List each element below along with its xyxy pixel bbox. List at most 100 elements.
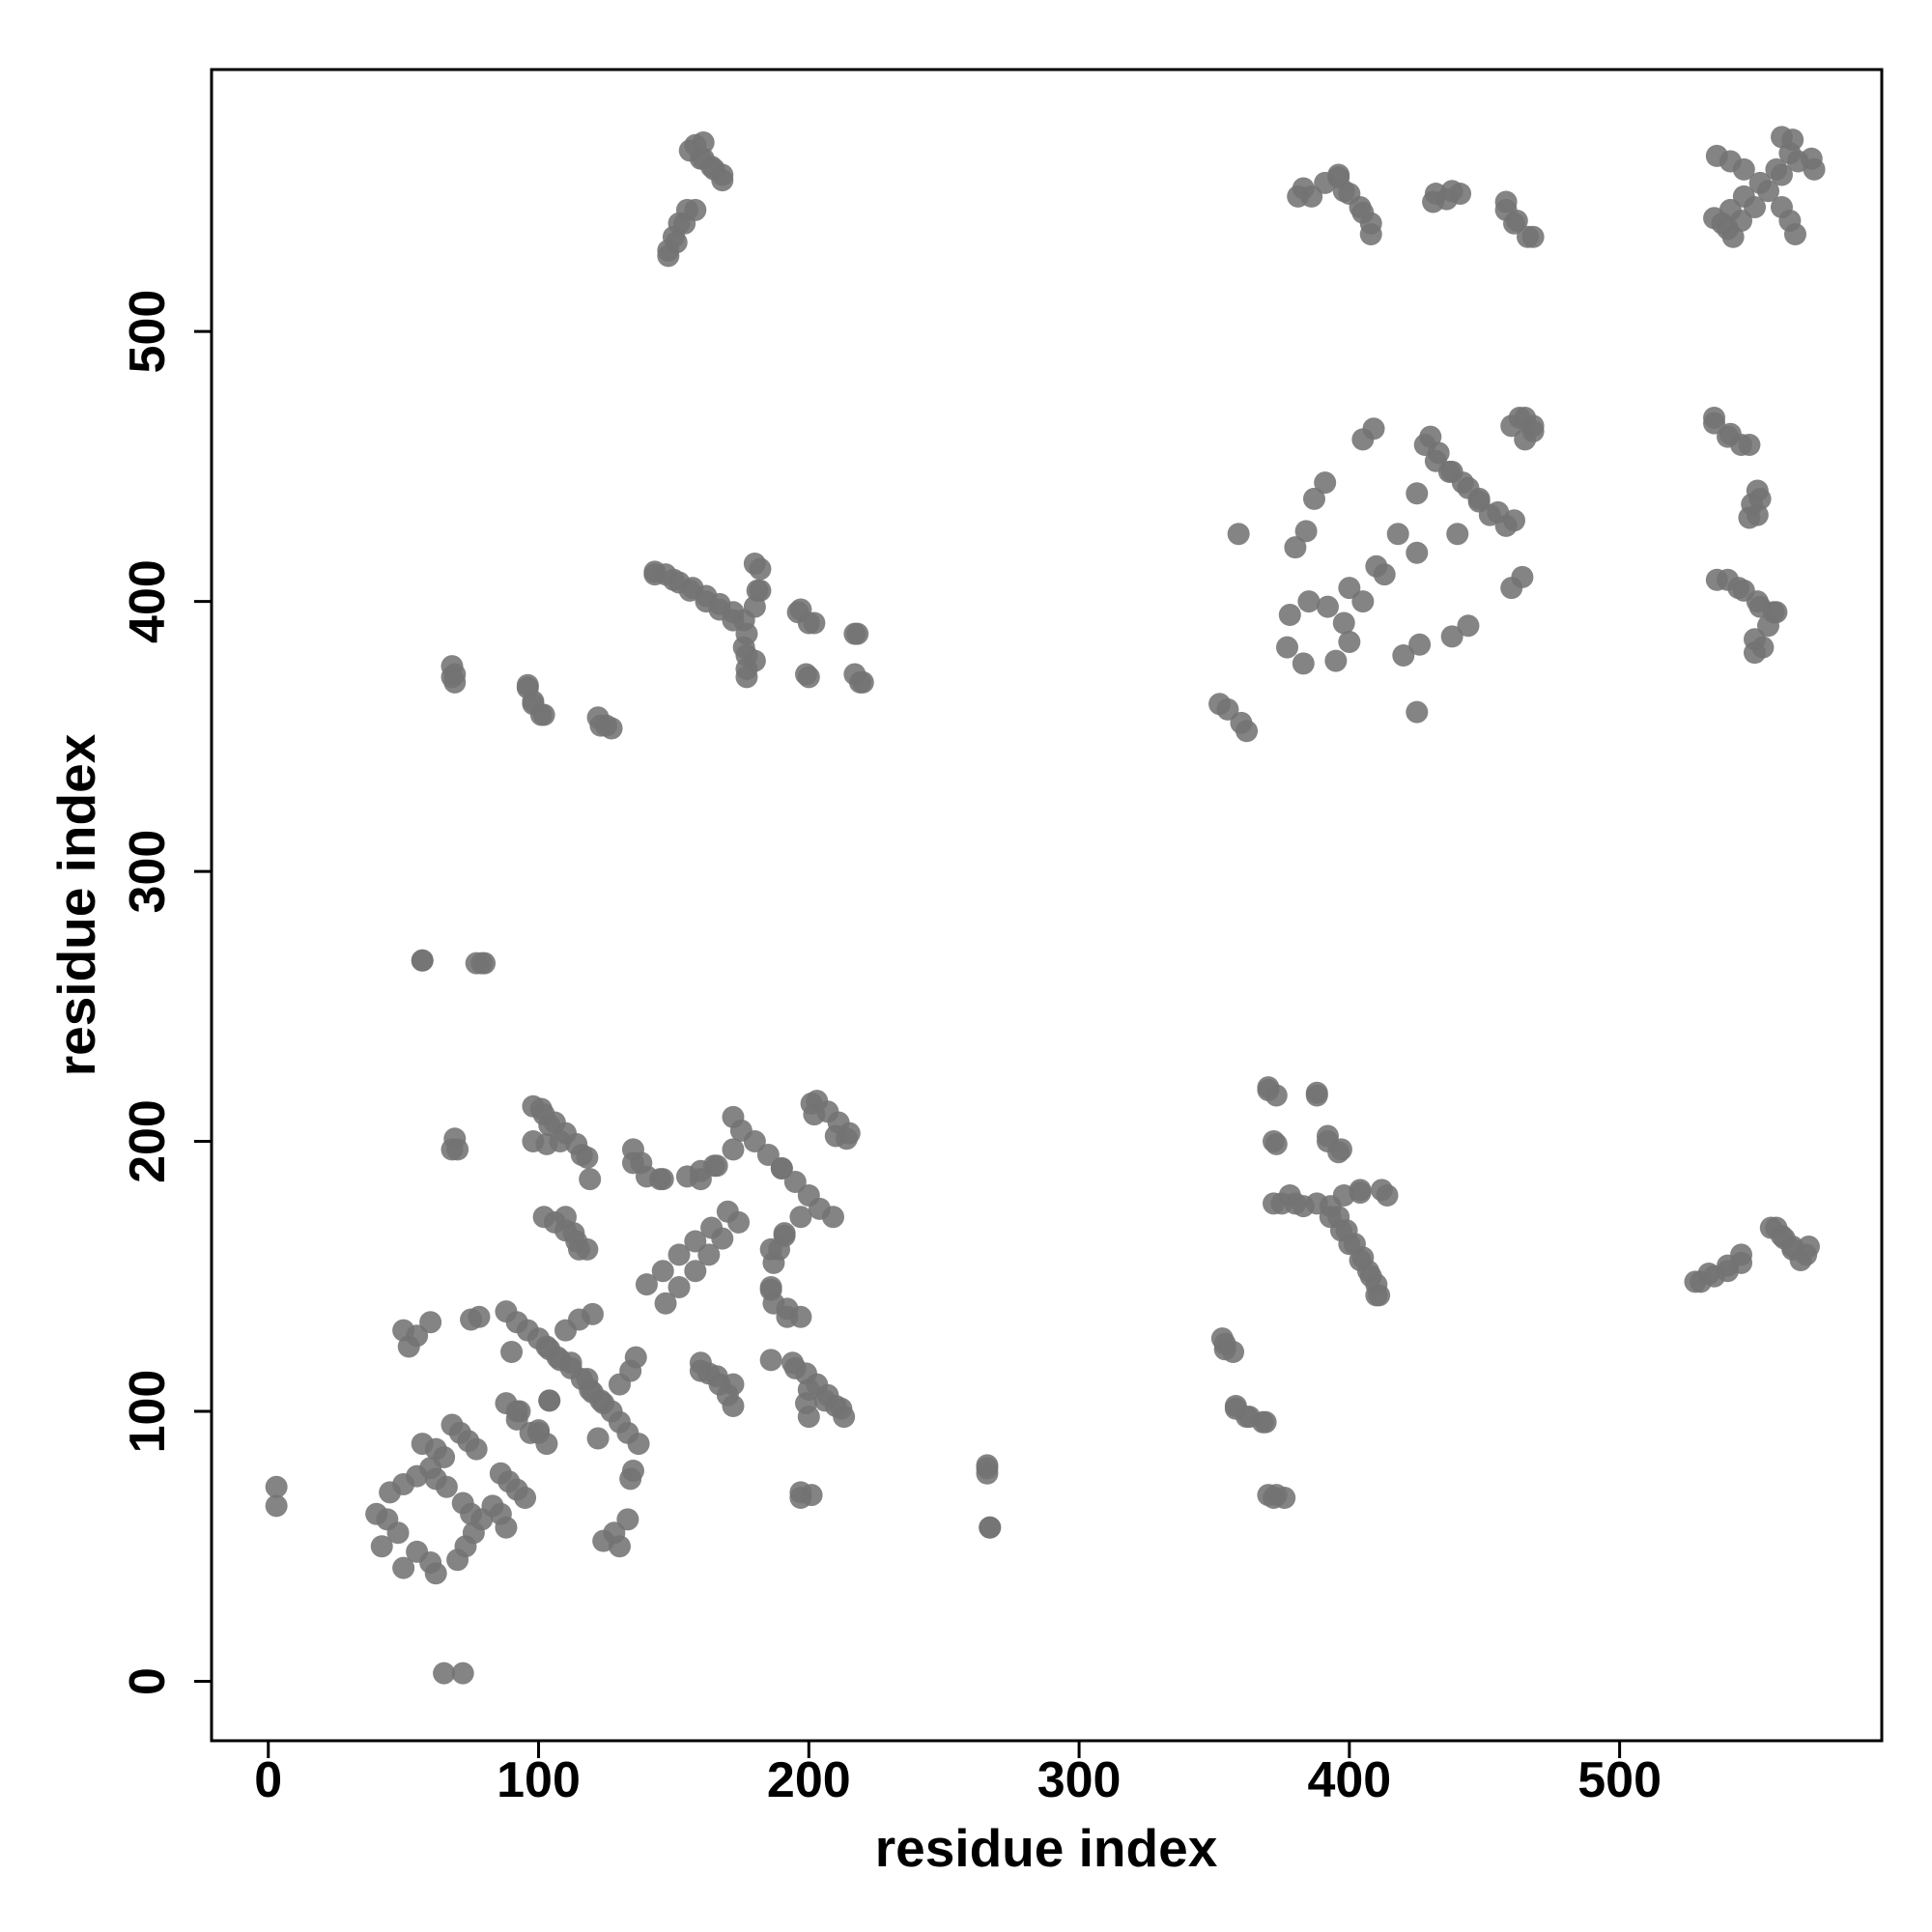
- contact-point: [621, 1460, 644, 1483]
- contact-point: [1440, 460, 1463, 483]
- contact-point: [406, 1540, 429, 1563]
- contact-point: [465, 1437, 488, 1461]
- contact-point: [1297, 590, 1321, 613]
- contact-point: [722, 1138, 745, 1161]
- contact-point: [1349, 1179, 1372, 1202]
- x-tick-label: 500: [1577, 1752, 1662, 1808]
- contact-point: [1770, 126, 1793, 149]
- contact-point: [1284, 536, 1307, 559]
- contact-point: [678, 579, 701, 602]
- contact-point: [411, 949, 434, 972]
- y-tick-label: 0: [120, 1667, 176, 1695]
- contact-point: [1697, 1262, 1720, 1285]
- contact-point: [1278, 1183, 1301, 1207]
- contact-point: [711, 1227, 734, 1250]
- contact-point: [621, 1138, 644, 1161]
- contact-point: [451, 1662, 474, 1685]
- contact-point: [795, 1392, 818, 1415]
- contact-point: [1746, 479, 1769, 502]
- contact-point: [529, 1097, 553, 1121]
- x-axis-title: residue index: [875, 1818, 1218, 1878]
- contact-point: [743, 552, 766, 575]
- contact-point: [1316, 595, 1339, 618]
- contact-point: [1216, 697, 1239, 721]
- contact-point: [397, 1335, 420, 1358]
- contact-point: [1717, 425, 1740, 448]
- contact-point: [789, 598, 812, 621]
- contact-point: [1748, 171, 1772, 194]
- contact-point: [756, 1144, 780, 1167]
- contact-point: [654, 1292, 677, 1315]
- contact-point: [392, 1556, 415, 1579]
- y-tick-label: 400: [120, 559, 176, 643]
- contact-point: [554, 1206, 578, 1229]
- contact-point: [424, 1467, 447, 1491]
- contact-point: [781, 1351, 805, 1375]
- contact-point: [581, 1302, 604, 1325]
- contact-point: [1392, 643, 1415, 667]
- contact-point: [579, 1168, 602, 1191]
- contact-point: [1292, 177, 1315, 200]
- contact-point: [1457, 614, 1480, 638]
- contact-point: [1314, 471, 1337, 495]
- y-tick-label: 100: [120, 1370, 176, 1454]
- contact-point: [1446, 523, 1469, 546]
- contact-point: [443, 1127, 467, 1151]
- y-tick-label: 500: [120, 290, 176, 374]
- contact-point: [1521, 225, 1545, 248]
- contact-point: [827, 1111, 850, 1134]
- contact-point: [508, 1400, 531, 1423]
- contact-point: [1494, 190, 1518, 213]
- contact-point: [516, 673, 539, 696]
- plot-frame: [210, 68, 1884, 1743]
- contact-point: [1210, 1327, 1234, 1350]
- contact-point: [433, 1662, 456, 1685]
- contact-point: [386, 1521, 410, 1545]
- contact-point: [1440, 625, 1463, 648]
- contact-point: [727, 1210, 751, 1234]
- contact-point: [1457, 476, 1480, 499]
- contact-point: [759, 1275, 782, 1298]
- contact-point: [538, 1389, 561, 1412]
- x-tick-label: 0: [254, 1752, 282, 1808]
- contact-point: [1257, 1484, 1280, 1507]
- contact-point: [1305, 1084, 1328, 1107]
- contact-point: [689, 1168, 712, 1191]
- contact-point: [616, 1508, 639, 1531]
- x-tick-label: 400: [1307, 1752, 1391, 1808]
- contact-point: [1257, 1078, 1280, 1101]
- contact-point: [1732, 579, 1755, 602]
- contact-point: [265, 1494, 288, 1518]
- contact-point: [843, 663, 867, 686]
- contact-point: [489, 1462, 512, 1485]
- y-tick-label: 300: [120, 830, 176, 914]
- contact-point: [549, 1130, 572, 1153]
- contact-point: [668, 1243, 691, 1266]
- contact-point: [1765, 1216, 1788, 1239]
- contact-point: [684, 1230, 707, 1253]
- contact-point: [460, 1502, 483, 1525]
- contact-point: [1324, 649, 1348, 672]
- x-tick-label: 200: [767, 1752, 851, 1808]
- contact-point: [1294, 520, 1318, 543]
- contact-point: [624, 1346, 647, 1369]
- y-tick-label: 200: [120, 1099, 176, 1183]
- contact-point: [735, 643, 758, 667]
- contact-point: [500, 1341, 524, 1364]
- contact-point: [468, 1305, 491, 1328]
- contact-point: [1762, 601, 1785, 624]
- contact-point: [783, 1170, 807, 1193]
- contact-point: [1797, 1236, 1820, 1259]
- contact-point: [684, 133, 707, 156]
- contact-point: [705, 1154, 728, 1178]
- contact-point: [689, 1351, 712, 1375]
- contact-point: [1351, 201, 1375, 224]
- contact-point: [1292, 652, 1315, 675]
- contact-point: [570, 1144, 593, 1167]
- contact-point: [1332, 611, 1355, 635]
- contact-point: [1800, 147, 1823, 170]
- contact-point: [1406, 541, 1429, 564]
- contact-point: [743, 1130, 766, 1153]
- contact-point: [1765, 157, 1788, 181]
